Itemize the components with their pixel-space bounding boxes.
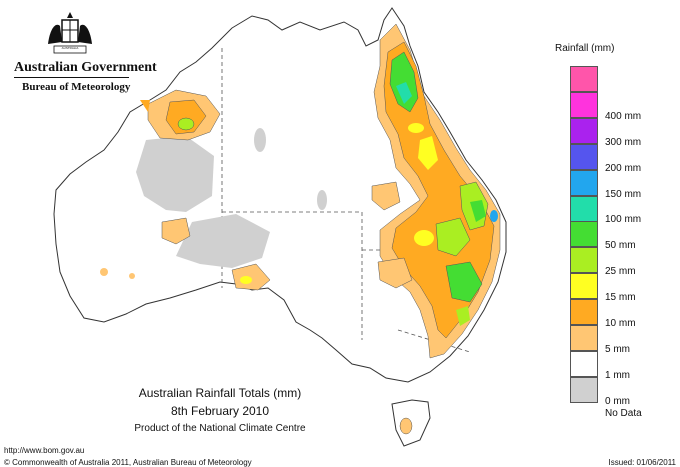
legend-swatch xyxy=(570,91,598,118)
legend-label: 100 mm xyxy=(605,214,642,226)
legend-swatch xyxy=(570,273,598,300)
legend-label: 5 mm xyxy=(605,343,630,355)
map-title: Australian Rainfall Totals (mm) xyxy=(138,386,302,400)
rainfall-west xyxy=(100,89,271,291)
legend-swatch xyxy=(570,169,598,196)
legend-swatch xyxy=(570,376,598,403)
legend-label: 400 mm xyxy=(605,110,642,122)
header-divider xyxy=(14,77,129,78)
legend-swatch xyxy=(570,299,598,326)
legend-swatch xyxy=(570,143,598,170)
legend-label: 25 mm xyxy=(605,266,636,278)
legend-label: 50 mm xyxy=(605,240,636,252)
legend-label: 15 mm xyxy=(605,292,636,304)
legend-label: 200 mm xyxy=(605,162,642,174)
legend-swatch xyxy=(570,221,598,248)
issued-date: Issued: 01/06/2011 xyxy=(608,458,676,467)
legend-swatch xyxy=(570,195,598,222)
map-date: 8th February 2010 xyxy=(170,404,270,418)
legend-swatch xyxy=(570,325,598,351)
legend-swatch xyxy=(570,247,598,274)
legend-swatch xyxy=(570,117,598,144)
legend-swatch xyxy=(570,350,598,377)
rainfall-east xyxy=(371,23,501,435)
bureau-name: Bureau of Meteorology xyxy=(22,81,131,93)
legend-label: 1 mm xyxy=(605,369,630,381)
legend-no-data-label: No Data xyxy=(605,407,642,419)
legend-label: 0 mm xyxy=(605,395,630,407)
no-data-regions xyxy=(136,128,327,268)
coat-of-arms-crest xyxy=(40,10,100,56)
legend-label: 300 mm xyxy=(605,136,642,148)
map-product-note: Product of the National Climate Centre xyxy=(134,423,306,434)
legend-swatch xyxy=(570,66,598,92)
copyright-notice: © Commonwealth of Australia 2011, Austra… xyxy=(4,458,252,467)
legend-title: Rainfall (mm) xyxy=(555,43,615,54)
government-name: Australian Government xyxy=(14,60,157,75)
legend-label: 10 mm xyxy=(605,318,636,329)
legend-label: 150 mm xyxy=(605,188,642,200)
bom-url: http://www.bom.gov.au xyxy=(4,446,85,455)
crest-motto-ribbon: AUSTRALIA xyxy=(61,46,79,50)
